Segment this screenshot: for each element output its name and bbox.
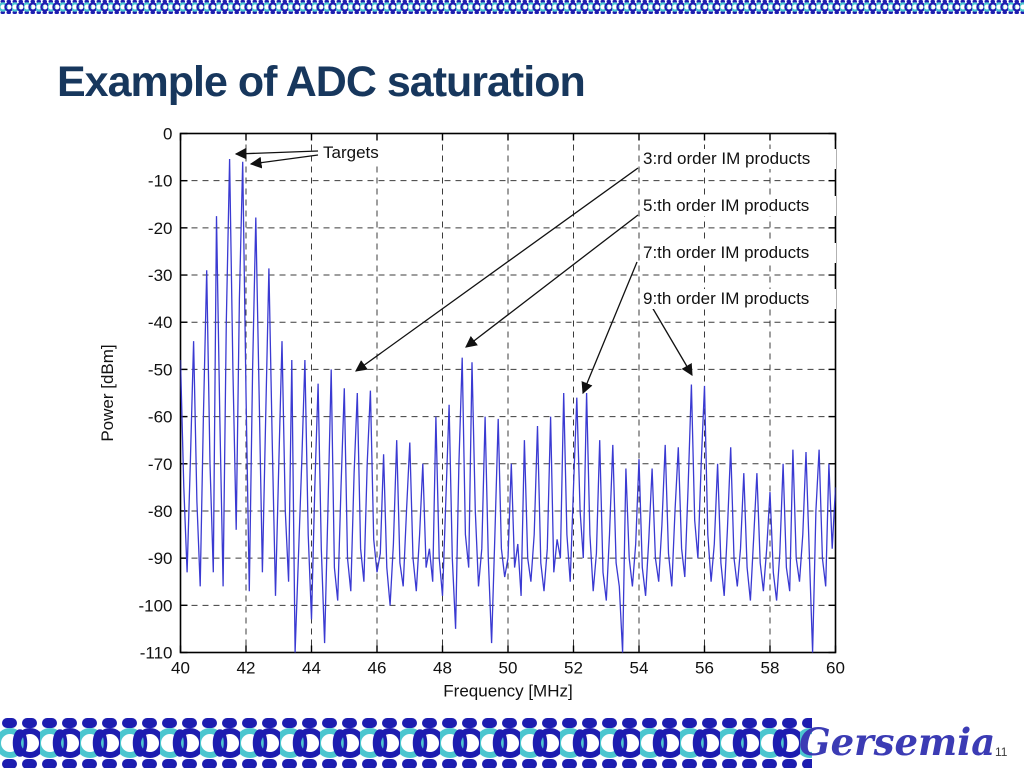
tick-marks xyxy=(179,132,837,654)
svg-text:56: 56 xyxy=(695,659,714,678)
spectrum-trace xyxy=(180,158,836,653)
im-product-label: 9:th order IM products xyxy=(643,289,809,308)
svg-text:-20: -20 xyxy=(148,219,173,238)
svg-text:-50: -50 xyxy=(148,360,173,379)
page-number: 11 xyxy=(995,745,1008,759)
svg-text:44: 44 xyxy=(302,659,321,678)
top-decorative-border xyxy=(0,0,1024,14)
svg-text:54: 54 xyxy=(630,659,649,678)
im-product-label: 3:rd order IM products xyxy=(643,149,810,168)
svg-text:-10: -10 xyxy=(148,172,173,191)
svg-text:-80: -80 xyxy=(148,502,173,521)
svg-text:46: 46 xyxy=(368,659,387,678)
svg-text:-70: -70 xyxy=(148,455,173,474)
im-product-arrow xyxy=(651,306,693,377)
x-tick-labels: 40 42 44 46 48 50 52 54 56 58 60 xyxy=(171,659,845,678)
svg-text:52: 52 xyxy=(564,659,583,678)
gersemia-logo: Gersemia xyxy=(799,720,996,764)
im-product-arrow xyxy=(581,261,638,395)
svg-text:42: 42 xyxy=(237,659,256,678)
label-bg xyxy=(640,149,836,169)
svg-text:50: 50 xyxy=(499,659,518,678)
svg-text:-110: -110 xyxy=(140,644,173,663)
targets-arrow xyxy=(249,154,319,169)
svg-text:-60: -60 xyxy=(148,408,173,427)
label-bg xyxy=(640,196,836,216)
im-product-arrow xyxy=(355,167,639,372)
im-product-arrow xyxy=(465,214,639,348)
svg-text:-100: -100 xyxy=(138,596,172,615)
im-product-label: 7:th order IM products xyxy=(643,243,809,262)
svg-text:60: 60 xyxy=(826,659,845,678)
label-bg xyxy=(640,243,836,263)
im-product-label: 5:th order IM products xyxy=(643,196,809,215)
x-axis-label: Frequency [MHz] xyxy=(443,682,572,701)
label-bg xyxy=(321,143,389,163)
targets-arrow xyxy=(234,147,319,160)
svg-text:-90: -90 xyxy=(148,549,173,568)
label-bg xyxy=(640,289,836,309)
slide-title: Example of ADC saturation xyxy=(57,58,586,106)
svg-text:40: 40 xyxy=(171,659,190,678)
y-tick-labels: 0 -10 -20 -30 -40 -50 -60 -70 -80 -90 -100 -110 xyxy=(138,125,172,663)
svg-text:-40: -40 xyxy=(148,313,173,332)
svg-text:58: 58 xyxy=(761,659,780,678)
svg-text:-30: -30 xyxy=(148,266,173,285)
annotations: Targets 3:rd order IM products 5:th order … xyxy=(234,143,836,395)
targets-label: Targets xyxy=(323,143,379,162)
y-axis-label: Power [dBm] xyxy=(98,344,117,441)
bottom-decorative-border xyxy=(0,718,812,768)
svg-text:0: 0 xyxy=(163,125,172,144)
svg-text:48: 48 xyxy=(433,659,452,678)
